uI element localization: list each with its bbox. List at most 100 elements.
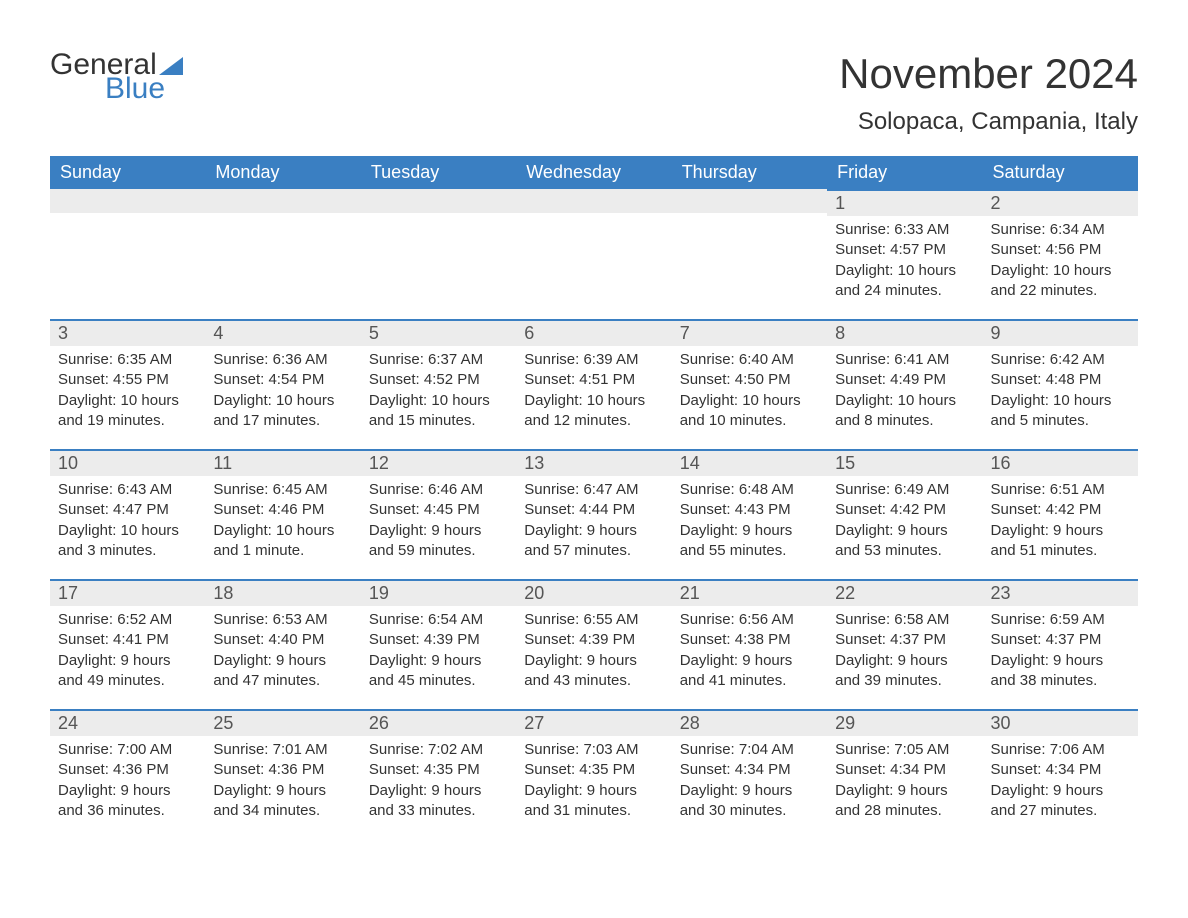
calendar-day-cell: 26Sunrise: 7:02 AMSunset: 4:35 PMDayligh… xyxy=(361,709,516,839)
sunset-text: Sunset: 4:40 PM xyxy=(213,630,352,650)
daylight-text: Daylight: 9 hours and 33 minutes. xyxy=(369,781,508,822)
sunrise-text: Sunrise: 6:48 AM xyxy=(680,480,819,500)
sunrise-text: Sunrise: 6:53 AM xyxy=(213,610,352,630)
day-details: Sunrise: 6:42 AMSunset: 4:48 PMDaylight:… xyxy=(983,346,1138,435)
day-number: 12 xyxy=(361,449,516,476)
sunrise-text: Sunrise: 6:56 AM xyxy=(680,610,819,630)
calendar-day-cell: 14Sunrise: 6:48 AMSunset: 4:43 PMDayligh… xyxy=(672,449,827,579)
calendar-day-cell: 1Sunrise: 6:33 AMSunset: 4:57 PMDaylight… xyxy=(827,189,982,319)
day-details: Sunrise: 6:33 AMSunset: 4:57 PMDaylight:… xyxy=(827,216,982,305)
daylight-text: Daylight: 10 hours and 1 minute. xyxy=(213,521,352,562)
sunrise-text: Sunrise: 6:34 AM xyxy=(991,220,1130,240)
sunrise-text: Sunrise: 6:43 AM xyxy=(58,480,197,500)
sunrise-text: Sunrise: 6:54 AM xyxy=(369,610,508,630)
calendar-week-row: 17Sunrise: 6:52 AMSunset: 4:41 PMDayligh… xyxy=(50,579,1138,709)
daylight-text: Daylight: 9 hours and 43 minutes. xyxy=(524,651,663,692)
calendar-day-cell: 9Sunrise: 6:42 AMSunset: 4:48 PMDaylight… xyxy=(983,319,1138,449)
sunrise-text: Sunrise: 6:39 AM xyxy=(524,350,663,370)
calendar-day-cell: 28Sunrise: 7:04 AMSunset: 4:34 PMDayligh… xyxy=(672,709,827,839)
daylight-text: Daylight: 9 hours and 49 minutes. xyxy=(58,651,197,692)
weekday-header-row: Sunday Monday Tuesday Wednesday Thursday… xyxy=(50,156,1138,189)
sunset-text: Sunset: 4:42 PM xyxy=(835,500,974,520)
daylight-text: Daylight: 10 hours and 10 minutes. xyxy=(680,391,819,432)
day-details: Sunrise: 6:55 AMSunset: 4:39 PMDaylight:… xyxy=(516,606,671,695)
weekday-header: Saturday xyxy=(983,156,1138,189)
calendar-day-cell: 4Sunrise: 6:36 AMSunset: 4:54 PMDaylight… xyxy=(205,319,360,449)
page-title: November 2024 xyxy=(839,50,1138,98)
calendar-page: General Blue November 2024 Solopaca, Cam… xyxy=(0,0,1188,869)
sunset-text: Sunset: 4:54 PM xyxy=(213,370,352,390)
day-details: Sunrise: 7:00 AMSunset: 4:36 PMDaylight:… xyxy=(50,736,205,825)
daylight-text: Daylight: 10 hours and 19 minutes. xyxy=(58,391,197,432)
daylight-text: Daylight: 9 hours and 51 minutes. xyxy=(991,521,1130,562)
day-details: Sunrise: 7:04 AMSunset: 4:34 PMDaylight:… xyxy=(672,736,827,825)
sunset-text: Sunset: 4:49 PM xyxy=(835,370,974,390)
calendar-day-cell: 30Sunrise: 7:06 AMSunset: 4:34 PMDayligh… xyxy=(983,709,1138,839)
sunrise-text: Sunrise: 6:49 AM xyxy=(835,480,974,500)
calendar-day-cell xyxy=(205,189,360,319)
sunrise-text: Sunrise: 6:55 AM xyxy=(524,610,663,630)
sunrise-text: Sunrise: 6:52 AM xyxy=(58,610,197,630)
calendar-day-cell: 3Sunrise: 6:35 AMSunset: 4:55 PMDaylight… xyxy=(50,319,205,449)
calendar-day-cell: 13Sunrise: 6:47 AMSunset: 4:44 PMDayligh… xyxy=(516,449,671,579)
day-number: 8 xyxy=(827,319,982,346)
day-details: Sunrise: 6:48 AMSunset: 4:43 PMDaylight:… xyxy=(672,476,827,565)
sunset-text: Sunset: 4:34 PM xyxy=(680,760,819,780)
sunset-text: Sunset: 4:48 PM xyxy=(991,370,1130,390)
calendar-day-cell: 6Sunrise: 6:39 AMSunset: 4:51 PMDaylight… xyxy=(516,319,671,449)
calendar-day-cell: 20Sunrise: 6:55 AMSunset: 4:39 PMDayligh… xyxy=(516,579,671,709)
day-details: Sunrise: 6:40 AMSunset: 4:50 PMDaylight:… xyxy=(672,346,827,435)
daylight-text: Daylight: 10 hours and 3 minutes. xyxy=(58,521,197,562)
daylight-text: Daylight: 9 hours and 53 minutes. xyxy=(835,521,974,562)
sunset-text: Sunset: 4:43 PM xyxy=(680,500,819,520)
calendar-day-cell: 7Sunrise: 6:40 AMSunset: 4:50 PMDaylight… xyxy=(672,319,827,449)
weekday-header: Tuesday xyxy=(361,156,516,189)
sunset-text: Sunset: 4:41 PM xyxy=(58,630,197,650)
sunset-text: Sunset: 4:34 PM xyxy=(835,760,974,780)
day-details: Sunrise: 6:41 AMSunset: 4:49 PMDaylight:… xyxy=(827,346,982,435)
daylight-text: Daylight: 9 hours and 36 minutes. xyxy=(58,781,197,822)
calendar-week-row: 10Sunrise: 6:43 AMSunset: 4:47 PMDayligh… xyxy=(50,449,1138,579)
calendar-day-cell: 15Sunrise: 6:49 AMSunset: 4:42 PMDayligh… xyxy=(827,449,982,579)
day-number: 4 xyxy=(205,319,360,346)
day-number: 23 xyxy=(983,579,1138,606)
daylight-text: Daylight: 10 hours and 24 minutes. xyxy=(835,261,974,302)
empty-day-bar xyxy=(50,189,205,213)
sunrise-text: Sunrise: 6:51 AM xyxy=(991,480,1130,500)
sunset-text: Sunset: 4:37 PM xyxy=(835,630,974,650)
day-number: 5 xyxy=(361,319,516,346)
sunset-text: Sunset: 4:39 PM xyxy=(524,630,663,650)
day-details: Sunrise: 7:05 AMSunset: 4:34 PMDaylight:… xyxy=(827,736,982,825)
daylight-text: Daylight: 9 hours and 55 minutes. xyxy=(680,521,819,562)
day-details: Sunrise: 7:01 AMSunset: 4:36 PMDaylight:… xyxy=(205,736,360,825)
sunset-text: Sunset: 4:52 PM xyxy=(369,370,508,390)
day-details: Sunrise: 6:39 AMSunset: 4:51 PMDaylight:… xyxy=(516,346,671,435)
calendar-day-cell: 5Sunrise: 6:37 AMSunset: 4:52 PMDaylight… xyxy=(361,319,516,449)
sunrise-text: Sunrise: 6:58 AM xyxy=(835,610,974,630)
day-details: Sunrise: 6:36 AMSunset: 4:54 PMDaylight:… xyxy=(205,346,360,435)
sunset-text: Sunset: 4:38 PM xyxy=(680,630,819,650)
day-number: 14 xyxy=(672,449,827,476)
day-number: 22 xyxy=(827,579,982,606)
empty-day-bar xyxy=(516,189,671,213)
daylight-text: Daylight: 10 hours and 8 minutes. xyxy=(835,391,974,432)
sunset-text: Sunset: 4:39 PM xyxy=(369,630,508,650)
sunrise-text: Sunrise: 6:33 AM xyxy=(835,220,974,240)
weekday-header: Monday xyxy=(205,156,360,189)
sunset-text: Sunset: 4:56 PM xyxy=(991,240,1130,260)
daylight-text: Daylight: 10 hours and 12 minutes. xyxy=(524,391,663,432)
logo-text-blue: Blue xyxy=(105,74,183,104)
calendar-day-cell xyxy=(516,189,671,319)
calendar-day-cell: 27Sunrise: 7:03 AMSunset: 4:35 PMDayligh… xyxy=(516,709,671,839)
daylight-text: Daylight: 10 hours and 5 minutes. xyxy=(991,391,1130,432)
calendar-day-cell: 12Sunrise: 6:46 AMSunset: 4:45 PMDayligh… xyxy=(361,449,516,579)
weekday-header: Wednesday xyxy=(516,156,671,189)
day-details: Sunrise: 6:49 AMSunset: 4:42 PMDaylight:… xyxy=(827,476,982,565)
calendar-day-cell: 21Sunrise: 6:56 AMSunset: 4:38 PMDayligh… xyxy=(672,579,827,709)
calendar-day-cell: 18Sunrise: 6:53 AMSunset: 4:40 PMDayligh… xyxy=(205,579,360,709)
sunset-text: Sunset: 4:50 PM xyxy=(680,370,819,390)
title-block: November 2024 Solopaca, Campania, Italy xyxy=(839,50,1138,136)
calendar-week-row: 24Sunrise: 7:00 AMSunset: 4:36 PMDayligh… xyxy=(50,709,1138,839)
sunset-text: Sunset: 4:44 PM xyxy=(524,500,663,520)
day-details: Sunrise: 6:54 AMSunset: 4:39 PMDaylight:… xyxy=(361,606,516,695)
